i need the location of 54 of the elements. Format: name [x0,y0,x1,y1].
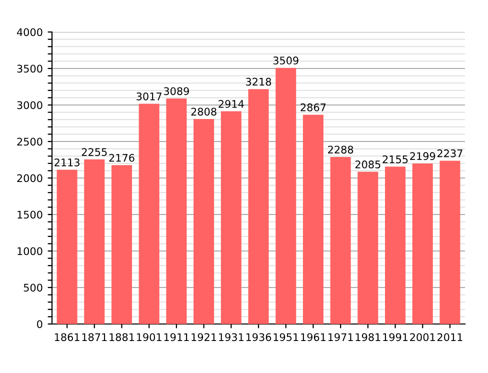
y-tick-label: 2000 [17,174,42,182]
y-tick-label: 4000 [16,28,42,36]
bar [302,114,324,324]
y-tick-label: 1000 [18,247,42,256]
bar [84,159,105,324]
bar [358,172,378,324]
data-label: 3017 [136,92,162,100]
x-tick-label: 1901 [136,333,162,342]
x-tick-label: 1921 [192,333,216,342]
y-tick-label: 0 [37,320,42,328]
x-tick-label: 2011 [437,333,462,342]
bar [220,111,242,324]
x-tick-label: 1871 [82,333,107,342]
bar [111,165,132,324]
x-tick-label: 1881 [110,333,134,342]
y-tick-label: 1500 [18,210,42,219]
bar [248,89,269,324]
x-tick-label: 1861 [54,333,80,342]
data-label: 2914 [218,100,244,108]
data-label: 2113 [54,158,80,166]
data-label: 3218 [246,78,272,86]
x-tick-label: 1961 [301,333,326,342]
x-tick-label: 1951 [274,333,298,342]
x-tick-label: 1936 [246,333,272,342]
y-tick-label: 3500 [17,64,42,73]
x-tick-label: 1991 [383,333,408,342]
x-tick-label: 2001 [410,333,435,342]
data-label: 3089 [164,87,189,96]
data-label: 3509 [273,56,298,64]
data-label: 2867 [300,103,326,112]
x-tick-label: 1981 [356,333,380,342]
bar [440,160,460,324]
bar [385,166,406,324]
bar [276,68,296,324]
x-tick-label: 1911 [164,333,189,342]
data-label: 2199 [410,152,436,160]
data-label: 2808 [191,108,216,116]
y-tick-label: 2500 [17,138,42,146]
data-label: 2155 [382,155,408,164]
data-label: 2237 [437,149,462,158]
y-tick-label: 3000 [17,101,42,110]
data-label: 2085 [355,160,380,168]
y-tick-label: 500 [24,284,42,292]
x-tick-label: 1931 [219,333,244,342]
bar [330,156,351,324]
bar [56,170,78,324]
data-label: 2255 [82,148,107,156]
bar [138,104,160,324]
bar [412,163,433,324]
data-label: 2176 [109,154,134,162]
x-tick-label: 1971 [328,333,353,342]
bar [194,119,214,324]
bar [166,98,187,324]
data-label: 2288 [328,146,354,154]
